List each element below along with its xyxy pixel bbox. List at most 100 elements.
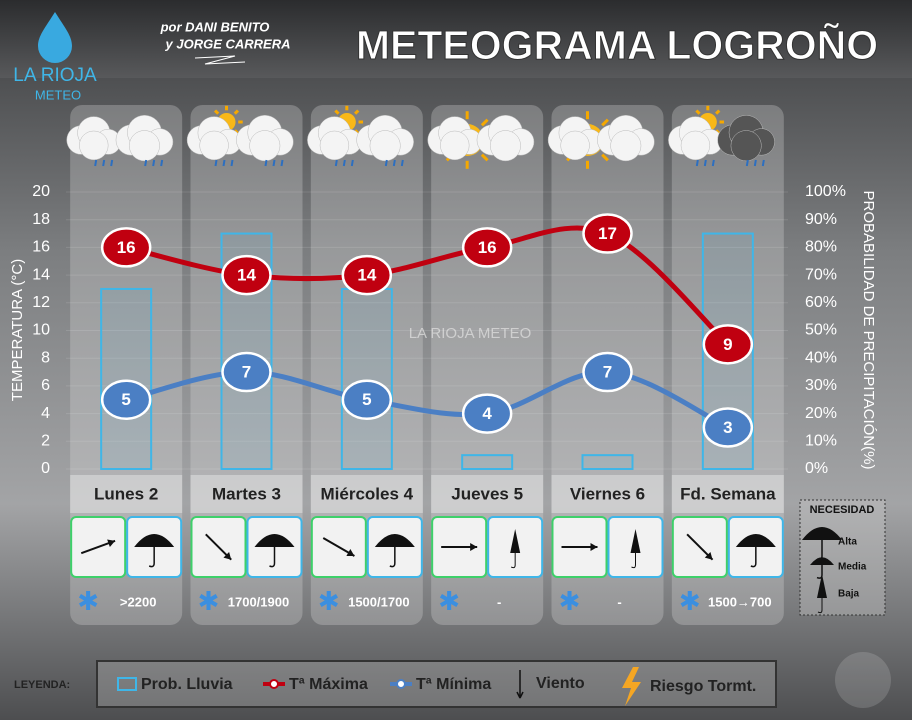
sun-ray (354, 109, 360, 115)
temp-label: 4 (482, 404, 492, 423)
header-band (0, 0, 912, 78)
y2-tick-label: 0% (805, 460, 828, 477)
temp-point (702, 324, 754, 365)
rain-drop (94, 159, 98, 167)
precip-bar (581, 454, 634, 470)
y-tick-label: 2 (41, 433, 50, 450)
umbrella-handle (817, 598, 823, 614)
precip-bar (340, 287, 393, 471)
y-tick-label: 20 (32, 183, 50, 200)
rain-drop (753, 159, 757, 167)
day-band (671, 475, 784, 513)
rain-drop (695, 159, 699, 167)
x-tick-label: Jueves 5 (451, 484, 523, 503)
temp-point (341, 254, 393, 296)
snowflake-icon: ✱ (438, 586, 460, 616)
umbrella-icon (510, 529, 521, 553)
wind-head (704, 551, 713, 560)
y-tick-label: 10 (32, 322, 50, 339)
rain-drop (102, 159, 106, 167)
rain-drop (222, 159, 226, 167)
rain-drop (272, 159, 276, 167)
snow-level: - (497, 594, 501, 609)
rain-drop (144, 159, 148, 167)
watermark: LA RIOJA METEO (409, 325, 532, 342)
temp-point (461, 227, 513, 268)
rain-drop (400, 159, 404, 167)
day-band (190, 475, 303, 513)
credit: por DANI BENITO (160, 19, 270, 34)
x-tick-label: Viernes 6 (570, 484, 645, 503)
umbrella-handle (269, 547, 276, 568)
rain-drop (745, 159, 749, 167)
logo-text: LA RIOJA (13, 65, 97, 86)
umbrella-icon (802, 527, 842, 540)
rain-drop (230, 159, 234, 167)
snow-level: >2200 (120, 594, 157, 609)
y2-tick-label: 70% (805, 266, 837, 283)
snowflake-icon: ✱ (679, 586, 701, 616)
snowflake-icon: ✱ (198, 586, 220, 616)
sun-ray (601, 153, 609, 162)
legend-dot (396, 679, 406, 689)
cloud-icon (249, 130, 281, 162)
rain-drop (711, 159, 715, 167)
cloud-icon (560, 130, 590, 161)
temp-point (341, 379, 393, 420)
y2-tick-label: 10% (805, 433, 837, 450)
y-tick-label: 0 (41, 460, 50, 477)
umbrella-handle (750, 547, 757, 568)
need-legend-item: Baja (838, 589, 860, 600)
credit: y JORGE CARRERA (165, 36, 291, 51)
temp-label: 3 (723, 418, 732, 437)
logo-subtext: METEO (35, 87, 81, 102)
temp-label: 5 (121, 390, 130, 409)
temp-label: 7 (603, 363, 612, 382)
temp-label: 14 (237, 266, 256, 285)
sun-ray (233, 109, 240, 115)
sun-ray (715, 109, 721, 115)
legend-dot (269, 679, 279, 689)
legend-label: Riesgo Tormt. (650, 678, 756, 695)
sun-ray (480, 118, 489, 127)
snow-level: 1500→700 (708, 594, 772, 609)
day-band (70, 475, 183, 513)
day-band (551, 475, 664, 513)
y-tick-label: 4 (41, 405, 50, 422)
umbrella-icon (810, 557, 834, 565)
y2-tick-label: 80% (805, 239, 837, 256)
cloud-icon (730, 130, 762, 162)
sun-ray (334, 109, 340, 115)
y-tick-label: 14 (32, 266, 50, 283)
umbrella-icon (817, 574, 827, 598)
snowflake-icon: ✱ (77, 586, 99, 616)
need-legend-box (799, 499, 886, 616)
cloud-icon (440, 130, 470, 161)
y-tick-label: 18 (32, 211, 50, 228)
snow-level: 1500/1700 (348, 594, 409, 609)
y2-tick-label: 100% (805, 183, 846, 200)
wind-arrow (322, 537, 355, 557)
temp-point (702, 407, 754, 448)
legend-title: LEYENDA: (14, 679, 70, 691)
legend-swatch (117, 677, 137, 691)
temp-point (221, 254, 272, 296)
rain-drop (160, 159, 164, 167)
y2-tick-label: 20% (805, 405, 837, 422)
y-tick-label: 16 (32, 239, 50, 256)
day-band (310, 475, 423, 513)
snow-level: 1700/1900 (228, 594, 289, 609)
umbrella-handle (389, 547, 396, 568)
umbrella-icon (254, 534, 295, 547)
wind-legend-icon (516, 670, 524, 699)
storm-icon (622, 667, 641, 706)
legend-box (96, 660, 777, 708)
temp-label: 14 (357, 266, 376, 285)
legend-label: Tª Mínima (416, 676, 491, 693)
cloud-icon (129, 130, 160, 162)
column-panel (671, 105, 784, 625)
need-legend-item: Alta (838, 537, 857, 548)
column-panel (431, 105, 544, 625)
rain-drop (152, 159, 156, 167)
